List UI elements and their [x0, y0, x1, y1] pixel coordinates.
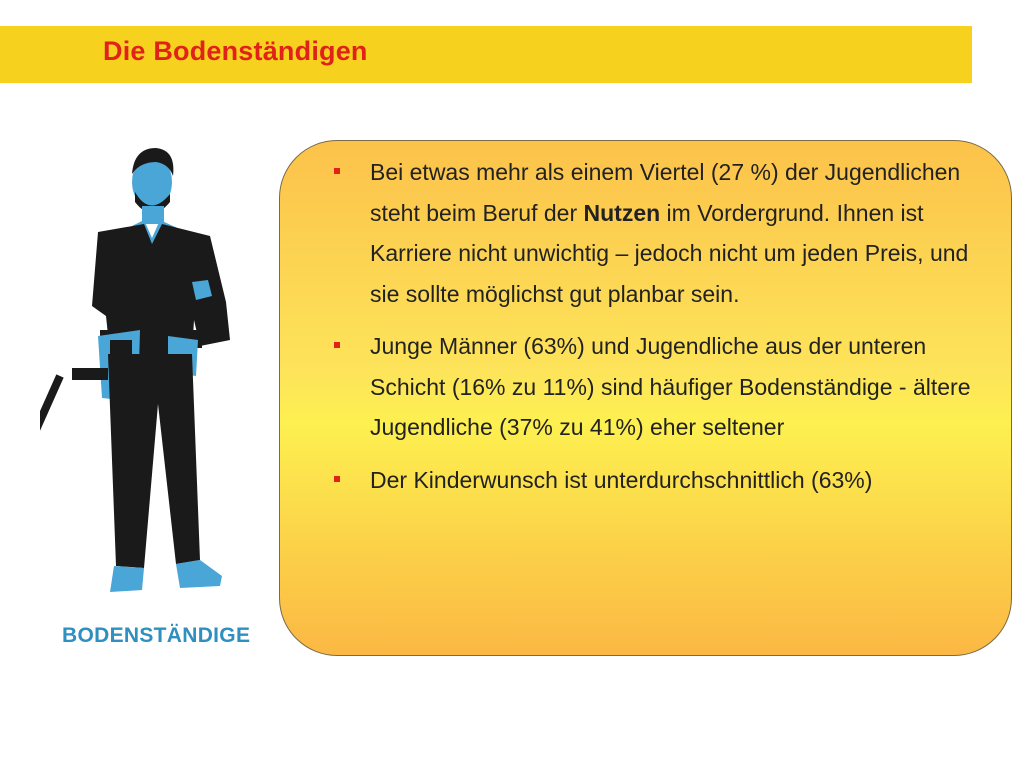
bullet-marker-icon [334, 475, 340, 482]
bullet-text: im Vordergrund. Ihnen ist Karriere nicht… [370, 199, 969, 307]
page-title: Die Bodenständigen [103, 36, 368, 66]
bullet-text-bold: Nutzen [583, 199, 661, 226]
craftsman-illustration [40, 140, 280, 660]
info-box [279, 140, 1012, 656]
bullet-text: Bei etwas mehr als einem Viertel (27 %) … [370, 159, 961, 226]
craftsman-figure-icon [40, 148, 230, 592]
bullet-text: Der Kinderwunsch ist unterdurchschnittli… [370, 466, 873, 493]
figure-label: BODENSTÄNDIGE [62, 624, 251, 647]
bullet-item: Junge Männer (63%) und Jugendliche aus d… [332, 326, 992, 448]
title-bar [0, 26, 972, 83]
bullet-item: Der Kinderwunsch ist unterdurchschnittli… [332, 460, 992, 501]
bullet-marker-icon [334, 342, 340, 348]
bullet-marker-icon [334, 168, 340, 174]
bullet-text: Junge Männer (63%) und Jugendliche aus d… [370, 333, 971, 440]
bullet-item: Bei etwas mehr als einem Viertel (27 %) … [332, 152, 992, 314]
bullet-list: Bei etwas mehr als einem Viertel (27 %) … [332, 152, 992, 512]
